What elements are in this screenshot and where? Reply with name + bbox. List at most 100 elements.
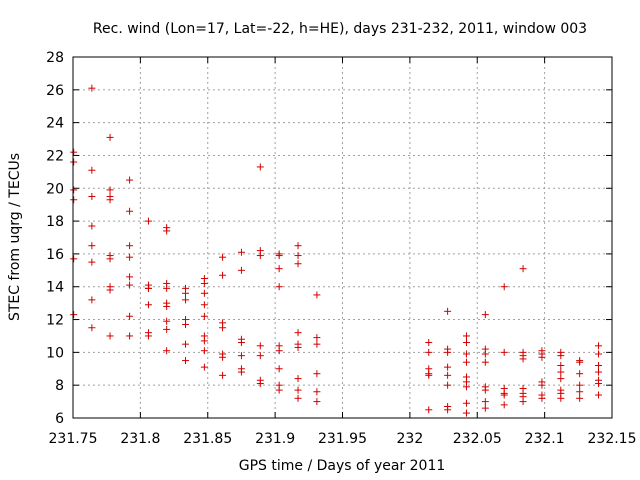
data-point <box>163 227 171 235</box>
data-point <box>70 158 78 166</box>
data-point <box>88 242 96 250</box>
data-point <box>219 371 227 379</box>
data-point <box>500 401 508 409</box>
data-point <box>462 358 470 366</box>
y-tick-label: 18 <box>46 214 64 230</box>
data-point <box>462 409 470 417</box>
data-point <box>294 343 302 351</box>
data-point <box>425 371 433 379</box>
data-point <box>200 301 208 309</box>
data-point <box>237 248 245 256</box>
data-point <box>294 329 302 337</box>
data-point <box>425 348 433 356</box>
x-tick-label: 232.1 <box>525 431 565 447</box>
data-point <box>462 339 470 347</box>
data-point <box>462 350 470 358</box>
data-point <box>88 84 96 92</box>
data-point <box>256 252 264 260</box>
data-point <box>275 252 283 260</box>
data-point <box>519 398 527 406</box>
data-point <box>182 340 190 348</box>
data-point <box>519 265 527 273</box>
data-point <box>256 342 264 350</box>
data-point <box>106 332 114 340</box>
data-point <box>237 339 245 347</box>
x-tick-label: 231.85 <box>183 431 232 447</box>
data-point <box>237 352 245 360</box>
data-point <box>576 388 584 396</box>
data-point <box>163 317 171 325</box>
data-point <box>144 301 152 309</box>
x-tick-label: 231.8 <box>120 431 160 447</box>
data-point <box>595 391 603 399</box>
data-point <box>106 186 114 194</box>
y-tick-label: 10 <box>46 345 64 361</box>
data-point <box>88 324 96 332</box>
data-point <box>126 332 134 340</box>
y-tick-label: 20 <box>46 181 64 197</box>
y-tick-label: 12 <box>46 313 64 329</box>
data-point <box>557 394 565 402</box>
data-point <box>144 284 152 292</box>
data-point <box>126 312 134 320</box>
data-point <box>144 217 152 225</box>
data-point <box>163 302 171 310</box>
y-tick-label: 6 <box>55 411 64 427</box>
data-point <box>500 283 508 291</box>
plot-frame <box>72 56 613 419</box>
data-point <box>182 357 190 365</box>
data-point <box>200 289 208 297</box>
data-point <box>182 296 190 304</box>
data-point <box>200 279 208 287</box>
data-point <box>313 388 321 396</box>
data-point <box>444 371 452 379</box>
data-point <box>294 394 302 402</box>
data-point <box>313 370 321 378</box>
data-point <box>538 353 546 361</box>
data-point <box>275 386 283 394</box>
data-point <box>444 381 452 389</box>
y-tick-label: 24 <box>46 116 64 132</box>
grid-lines <box>73 57 612 418</box>
data-point <box>294 375 302 383</box>
data-point <box>481 350 489 358</box>
data-point <box>557 368 565 376</box>
y-tick-labels: 6 8 10 12 14 16 18 20 22 24 26 28 <box>46 50 64 427</box>
data-point <box>425 339 433 347</box>
data-point <box>595 361 603 369</box>
data-point <box>126 207 134 215</box>
y-tick-label: 16 <box>46 247 64 263</box>
data-point <box>126 176 134 184</box>
chart-title: Rec. wind (Lon=17, Lat=-22, h=HE), days … <box>93 21 587 37</box>
data-point <box>576 358 584 366</box>
data-point <box>88 192 96 200</box>
data-point <box>106 133 114 141</box>
data-point <box>444 363 452 371</box>
data-point <box>70 148 78 156</box>
data-point <box>256 163 264 171</box>
data-point <box>219 353 227 361</box>
x-tick-label: 232.15 <box>588 431 637 447</box>
x-tick-label: 232.05 <box>453 431 502 447</box>
data-point <box>70 186 78 194</box>
data-point <box>275 283 283 291</box>
data-point <box>237 368 245 376</box>
data-point <box>294 242 302 250</box>
x-tick-labels: 231.75 231.8 231.85 231.9 231.95 232 232.05 232… <box>49 431 637 447</box>
data-point <box>595 380 603 388</box>
data-point <box>219 271 227 279</box>
data-point <box>294 386 302 394</box>
data-point <box>126 242 134 250</box>
data-point <box>219 324 227 332</box>
data-point <box>88 258 96 266</box>
data-point <box>500 348 508 356</box>
data-point <box>256 380 264 388</box>
data-point <box>106 196 114 204</box>
data-point <box>444 307 452 315</box>
data-point <box>576 370 584 378</box>
data-point <box>294 260 302 268</box>
x-tick-label: 231.9 <box>255 431 295 447</box>
data-point <box>200 337 208 345</box>
data-point <box>70 196 78 204</box>
data-point <box>595 368 603 376</box>
